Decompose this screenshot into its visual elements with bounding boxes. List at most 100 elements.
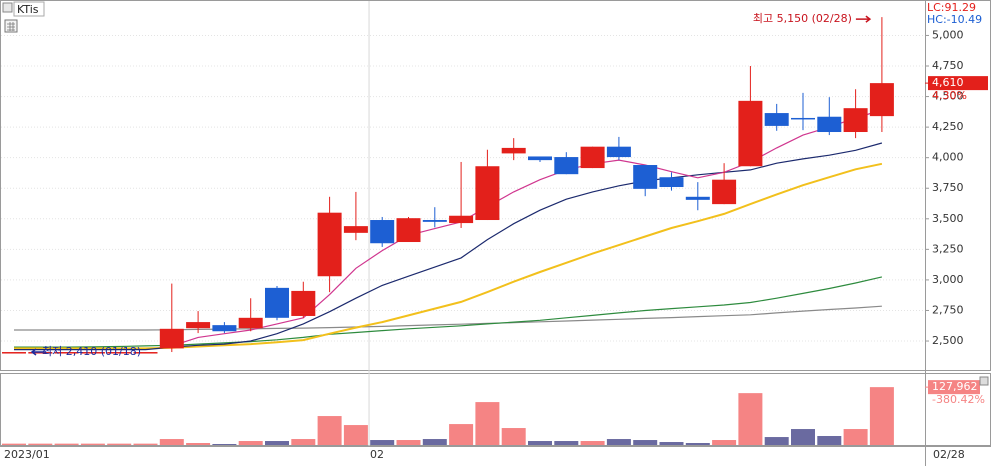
candle-body <box>291 290 316 316</box>
candle-body <box>475 166 500 221</box>
candle-body <box>370 220 395 244</box>
volume-bar <box>580 441 605 445</box>
y-tick-label: 4,250 <box>932 120 964 133</box>
volume-bar <box>2 443 26 445</box>
volume-bar <box>449 424 474 445</box>
candle-body <box>528 156 552 161</box>
volume-bar <box>317 416 342 445</box>
candle-body <box>186 322 211 329</box>
moving-average <box>14 142 883 351</box>
volume-bar <box>869 387 894 445</box>
volume-bar <box>791 429 815 445</box>
y-tick-label: 3,750 <box>932 181 964 194</box>
candle-body <box>317 212 342 277</box>
volume-bar <box>422 439 447 445</box>
volume-bar <box>343 425 368 445</box>
volume-bar <box>291 439 316 445</box>
volume-bar <box>764 437 789 445</box>
symbol-box[interactable] <box>13 1 45 17</box>
y-tick-label: 4,500 <box>932 90 964 103</box>
last-volume-box <box>928 380 980 395</box>
candle-body <box>712 179 737 205</box>
volume-bar <box>80 443 105 445</box>
indicator-label: LC:91.29 <box>927 1 976 14</box>
volume-bar <box>501 428 526 445</box>
y-tick-label: 2,750 <box>932 303 964 316</box>
x-tick-label: 02 <box>370 448 384 461</box>
y-tick-label: 4,000 <box>932 151 964 164</box>
volume-bar <box>265 441 289 445</box>
y-tick-label: 3,000 <box>932 273 964 286</box>
low-annotation: 최저 2,410 (01/18) <box>42 345 141 358</box>
volume-change-label: -380.42% <box>932 393 985 406</box>
candle-body <box>422 220 447 222</box>
change-label: 4.30% <box>932 89 967 102</box>
y-tick-label: 3,500 <box>932 212 964 225</box>
candle-body <box>212 325 237 332</box>
candle-body <box>869 83 894 117</box>
volume-bar <box>685 443 710 445</box>
volume-bar <box>633 440 658 445</box>
panel-close[interactable] <box>979 376 989 386</box>
volume-bar <box>554 441 579 445</box>
candle-body <box>343 226 368 233</box>
volume-bar <box>817 436 842 445</box>
candle-body <box>449 215 474 224</box>
candle-body <box>580 146 605 169</box>
volume-bar <box>159 439 184 445</box>
candle-body <box>501 147 526 154</box>
candle-body <box>265 287 289 318</box>
candle-body <box>80 352 105 354</box>
moving-average <box>14 305 882 331</box>
candle-body <box>685 196 710 200</box>
high-arrow <box>855 15 872 23</box>
candle-body <box>159 328 184 349</box>
last-date-label: 02/28 <box>933 448 965 461</box>
volume-bar <box>238 441 263 445</box>
candle-body <box>54 352 79 354</box>
volume-bar <box>475 402 500 445</box>
volume-bar <box>738 393 763 445</box>
candle-body <box>791 117 815 120</box>
menu-icon[interactable] <box>2 2 13 13</box>
last-price-label: 4,610 <box>932 76 964 89</box>
symbol: KTis <box>17 3 39 16</box>
x-tick-label: 2023/01 <box>4 448 50 461</box>
low-arrow <box>30 348 46 356</box>
table-icon[interactable] <box>4 19 18 33</box>
candle-body <box>238 317 263 329</box>
candle-body <box>396 218 421 243</box>
indicator-label: HC:-10.49 <box>927 13 982 26</box>
candle-body <box>2 352 26 354</box>
candle-body <box>817 116 842 133</box>
volume-bar <box>54 443 79 445</box>
table-icon-grid <box>7 22 15 31</box>
candle-body <box>133 352 158 354</box>
volume-bar <box>843 429 868 445</box>
moving-average <box>14 276 883 348</box>
candle-body <box>107 352 132 354</box>
volume-bar <box>107 443 132 445</box>
candle-body <box>606 146 631 158</box>
volume-bar <box>606 439 631 445</box>
candle-body <box>633 165 658 189</box>
volume-bar <box>212 444 237 445</box>
high-annotation: 최고 5,150 (02/28) <box>753 12 852 25</box>
y-tick-label: 2,500 <box>932 334 964 347</box>
volume-bar <box>659 442 684 445</box>
volume-bar <box>528 441 552 445</box>
last-volume-label: 127,962 <box>932 380 978 393</box>
y-tick-label: 3,250 <box>932 242 964 255</box>
y-tick-label: 5,000 <box>932 28 964 41</box>
candle-body <box>554 157 579 175</box>
y-tick-label: 4,750 <box>932 59 964 72</box>
volume-bar <box>186 443 211 445</box>
candle-body <box>764 113 789 126</box>
moving-average <box>171 109 883 347</box>
volume-bar <box>28 443 53 445</box>
candle-body <box>843 108 868 133</box>
volume-bar <box>370 440 395 445</box>
volume-bar <box>712 440 737 445</box>
